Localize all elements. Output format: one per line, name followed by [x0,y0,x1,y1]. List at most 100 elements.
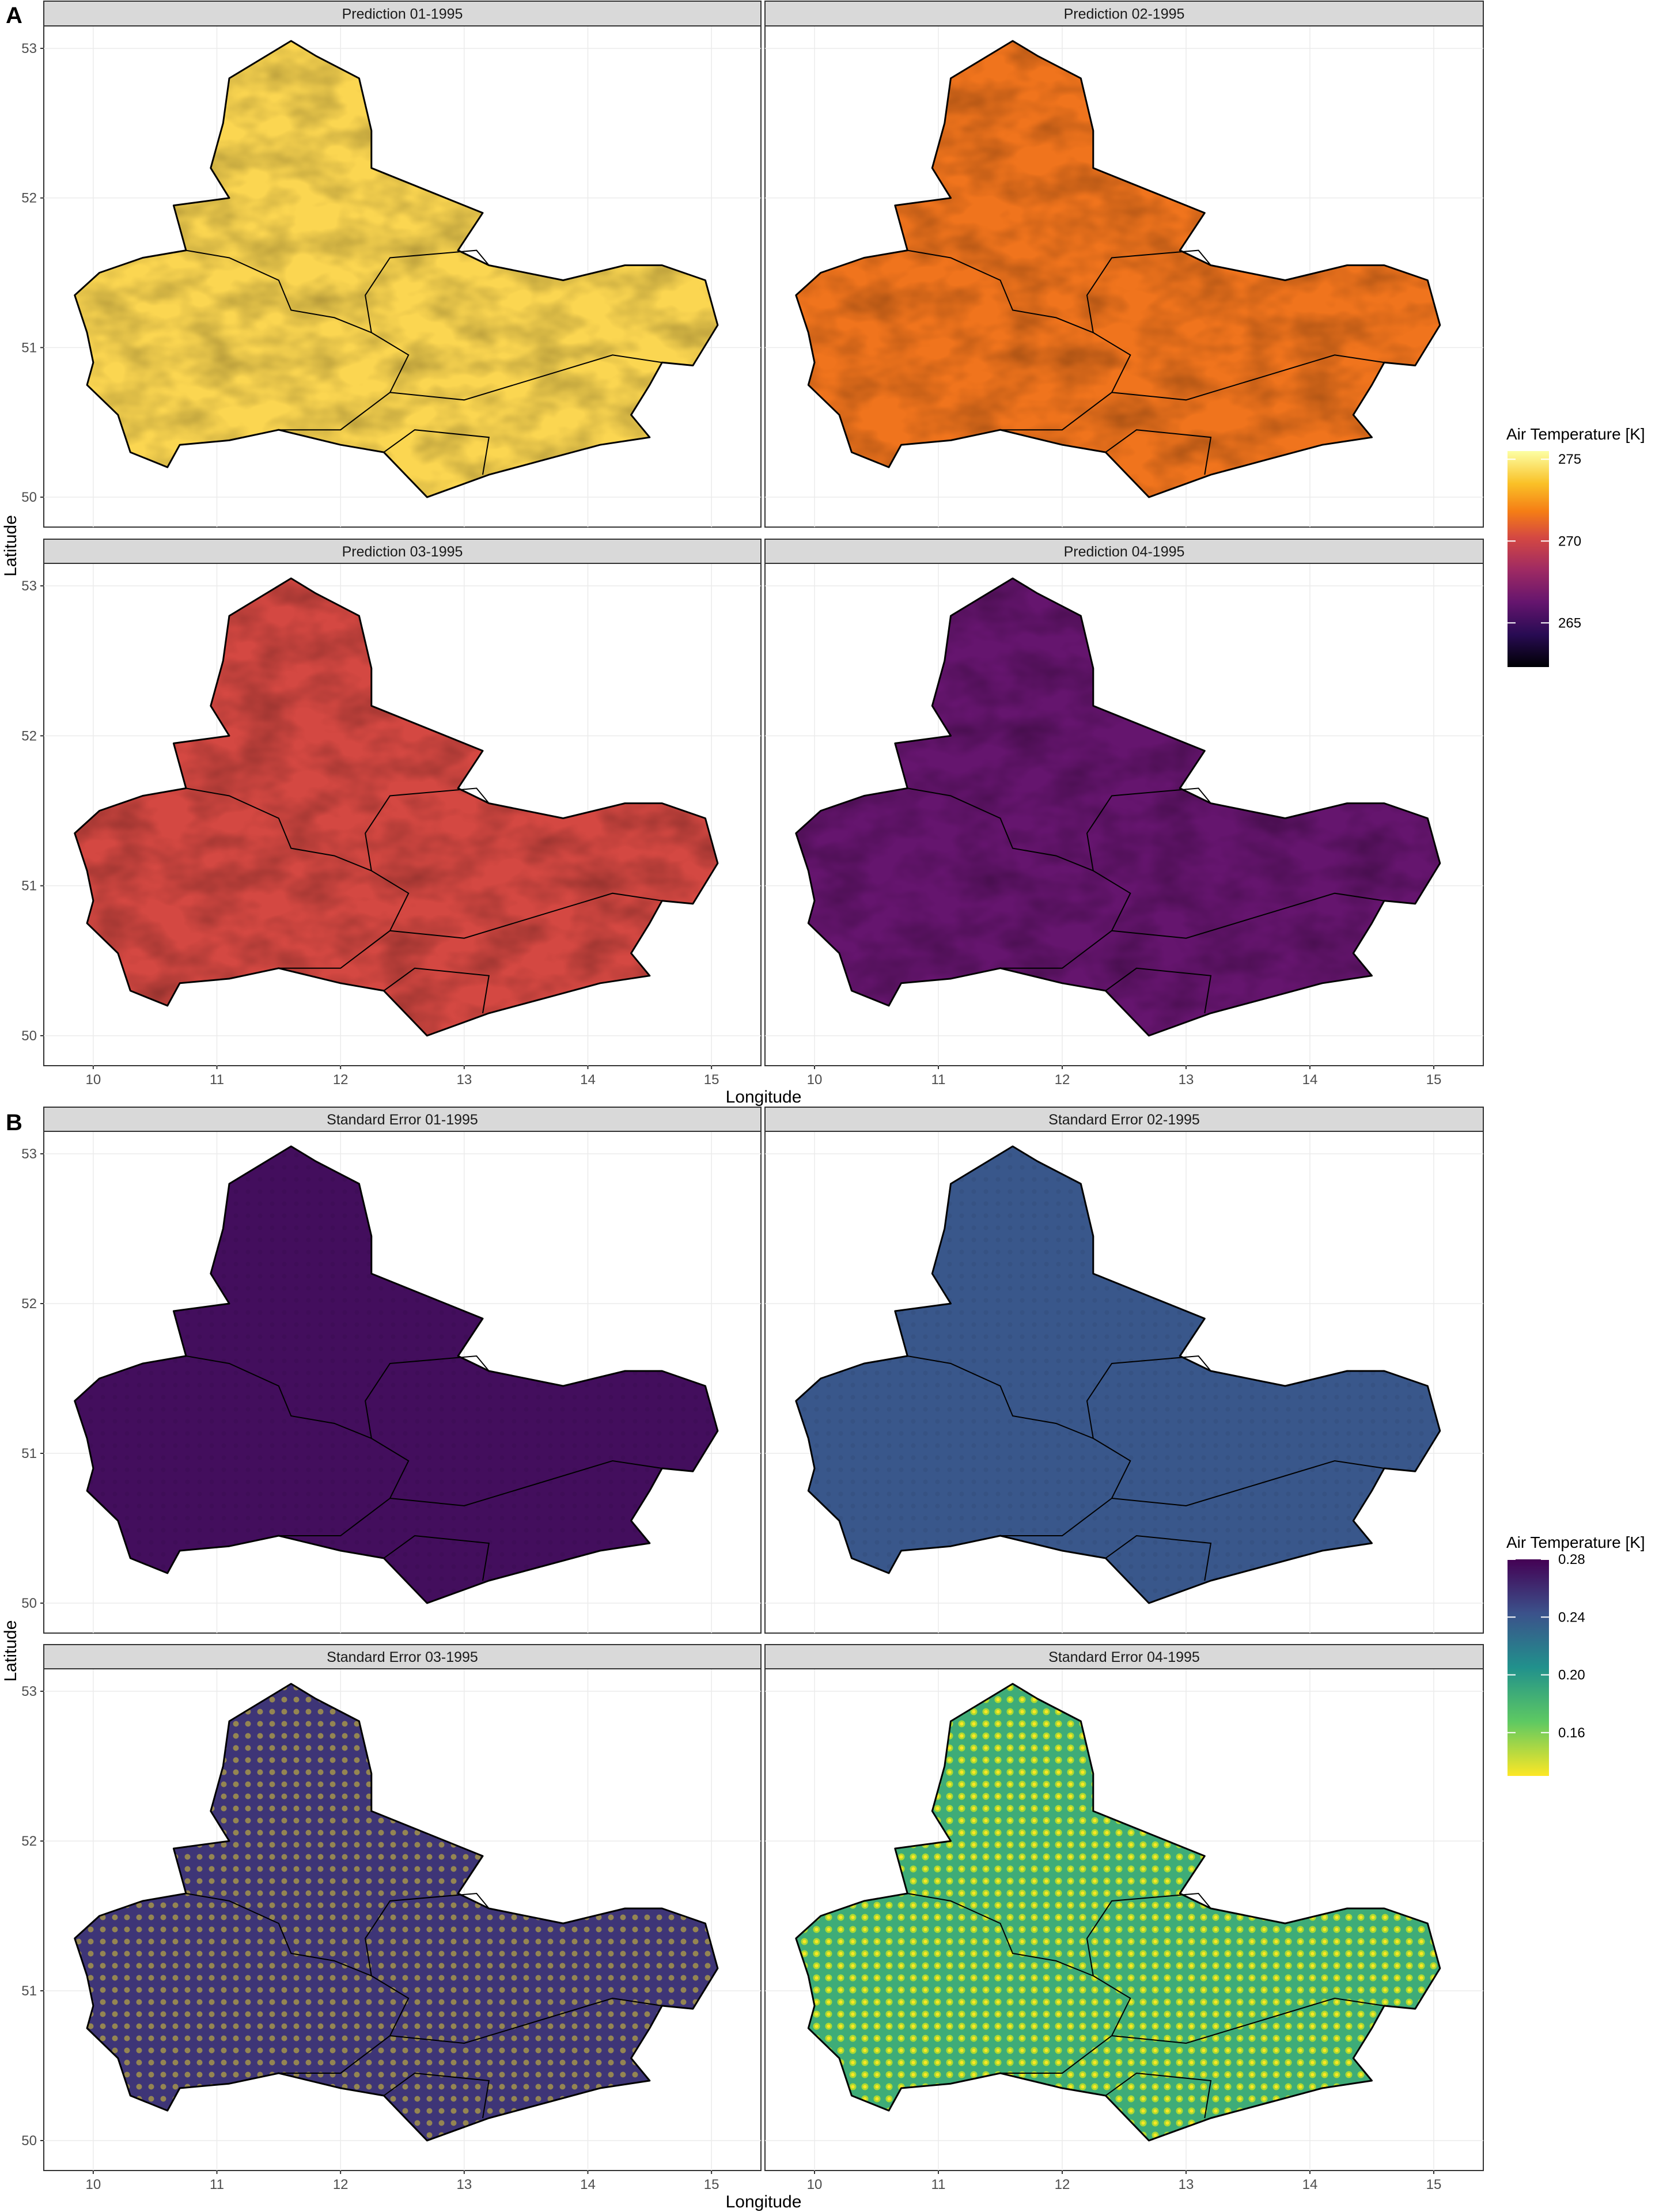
district-border [1105,429,1212,475]
panel-letter: B [6,1110,22,1135]
y-tick-label: 50 [21,2133,37,2149]
district-border [1086,787,1211,871]
facet-title: Prediction 01-1995 [342,6,463,22]
district-border [389,892,662,939]
district-border [1111,892,1385,939]
district-border [1086,1355,1211,1439]
legend-tick-label: 270 [1558,533,1581,549]
district-border [1111,354,1385,401]
facet-title: Standard Error 01-1995 [327,1112,478,1128]
y-axis-title: Latitude [1,1620,20,1682]
x-tick-label: 14 [1302,1072,1318,1088]
facet-strip [43,1,762,26]
state-border [795,1683,1441,2142]
grid-texture [796,1684,1440,2141]
legend-title: Air Temperature [K] [1506,1533,1645,1551]
y-tick-label: 50 [21,1596,37,1611]
x-tick-label: 13 [456,2177,472,2192]
map-facet: Prediction 04-1995 10 11 12 13 14 15 [764,539,1484,1088]
y-tick-label: 51 [21,1446,37,1461]
x-tick-label: 10 [86,2177,101,2192]
facet-strip [43,539,762,564]
y-tick-label: 53 [21,41,37,56]
district-border [365,249,490,333]
district-border [1086,1892,1211,1976]
y-tick-label: 50 [21,490,37,505]
district-border [389,354,662,401]
x-tick-label: 12 [1055,1072,1070,1088]
district-border [185,787,372,872]
x-tick-label: 14 [1302,2177,1318,2192]
district-border [907,1355,1094,1439]
x-tick-label: 10 [807,2177,823,2192]
y-tick-label: 51 [21,878,37,894]
district-border [185,1355,372,1439]
district-border [1111,1460,1385,1507]
y-tick-label: 53 [21,1146,37,1162]
x-tick-label: 11 [210,2177,224,2192]
x-tick-label: 15 [1426,2177,1442,2192]
x-tick-label: 12 [333,2177,349,2192]
x-tick-label: 10 [807,1072,823,1088]
grid-texture [74,1146,718,1603]
color-legend: Air Temperature [K] 275 270 265 [1506,425,1645,667]
district-border [383,967,490,1014]
state-border [795,40,1441,498]
x-tick-label: 15 [704,1072,719,1088]
map-facet: Standard Error 02-1995 [764,1107,1484,1634]
district-border [1105,1535,1212,1581]
y-tick-label: 50 [21,1028,37,1044]
legend-tick-label: 0.24 [1558,1609,1585,1625]
y-tick-label: 53 [21,1684,37,1699]
district-border [365,1892,490,1976]
facet-title: Standard Error 03-1995 [327,1649,478,1665]
y-tick-label: 52 [21,191,37,206]
district-border [383,429,490,475]
legend-tick-label: 265 [1558,615,1581,631]
x-tick-label: 15 [1426,1072,1442,1088]
y-tick-label: 52 [21,1834,37,1849]
y-axis-title: Latitude [1,515,20,577]
x-axis-title: Longitude [726,2192,802,2211]
map-facet: Standard Error 04-1995 10 11 12 13 14 15 [764,1644,1484,2192]
district-border [1086,249,1211,333]
district-border [1105,967,1212,1014]
district-border [907,1893,1094,1976]
grid-texture [74,1684,718,2141]
map-facet: Standard Error 03-1995 53 52 51 50 10 11 12 13 14… [21,1644,762,2192]
district-border [185,1893,372,1976]
facet-strip [43,1644,762,1669]
x-tick-label: 13 [1179,2177,1194,2192]
x-tick-label: 12 [1055,2177,1070,2192]
legend-title: Air Temperature [K] [1506,425,1645,443]
x-tick-label: 10 [86,1072,101,1088]
district-border [185,249,372,334]
facet-title: Prediction 02-1995 [1064,6,1185,22]
district-border [383,1535,490,1581]
map-facet: Standard Error 01-1995 53 52 51 50 [21,1107,762,1634]
facet-strip [764,1107,1484,1132]
district-border [389,1997,662,2044]
district-border [907,249,1094,334]
district-border [365,1355,490,1439]
map-facet: Prediction 02-1995 [764,1,1484,528]
district-border [365,787,490,871]
district-border [907,787,1094,872]
facet-strip [764,539,1484,564]
facet-title: Prediction 04-1995 [1064,544,1185,560]
state-border [74,1683,719,2142]
facet-title: Prediction 03-1995 [342,544,463,560]
y-tick-label: 52 [21,1296,37,1312]
district-border [1105,2072,1212,2119]
legend-colorbar [1508,1559,1549,1776]
map-facet: Prediction 01-1995 53 52 51 50 [21,1,762,528]
map-facet: Prediction 03-1995 53 52 51 50 10 11 12 13 14 15 [21,539,762,1088]
x-axis-title: Longitude [726,1088,802,1107]
legend-colorbar [1508,451,1549,667]
state-border [795,577,1441,1037]
legend-tick-label: 275 [1558,452,1581,467]
legend-tick-label: 0.28 [1558,1552,1585,1567]
x-tick-label: 15 [704,2177,719,2192]
facet-strip [764,1,1484,26]
